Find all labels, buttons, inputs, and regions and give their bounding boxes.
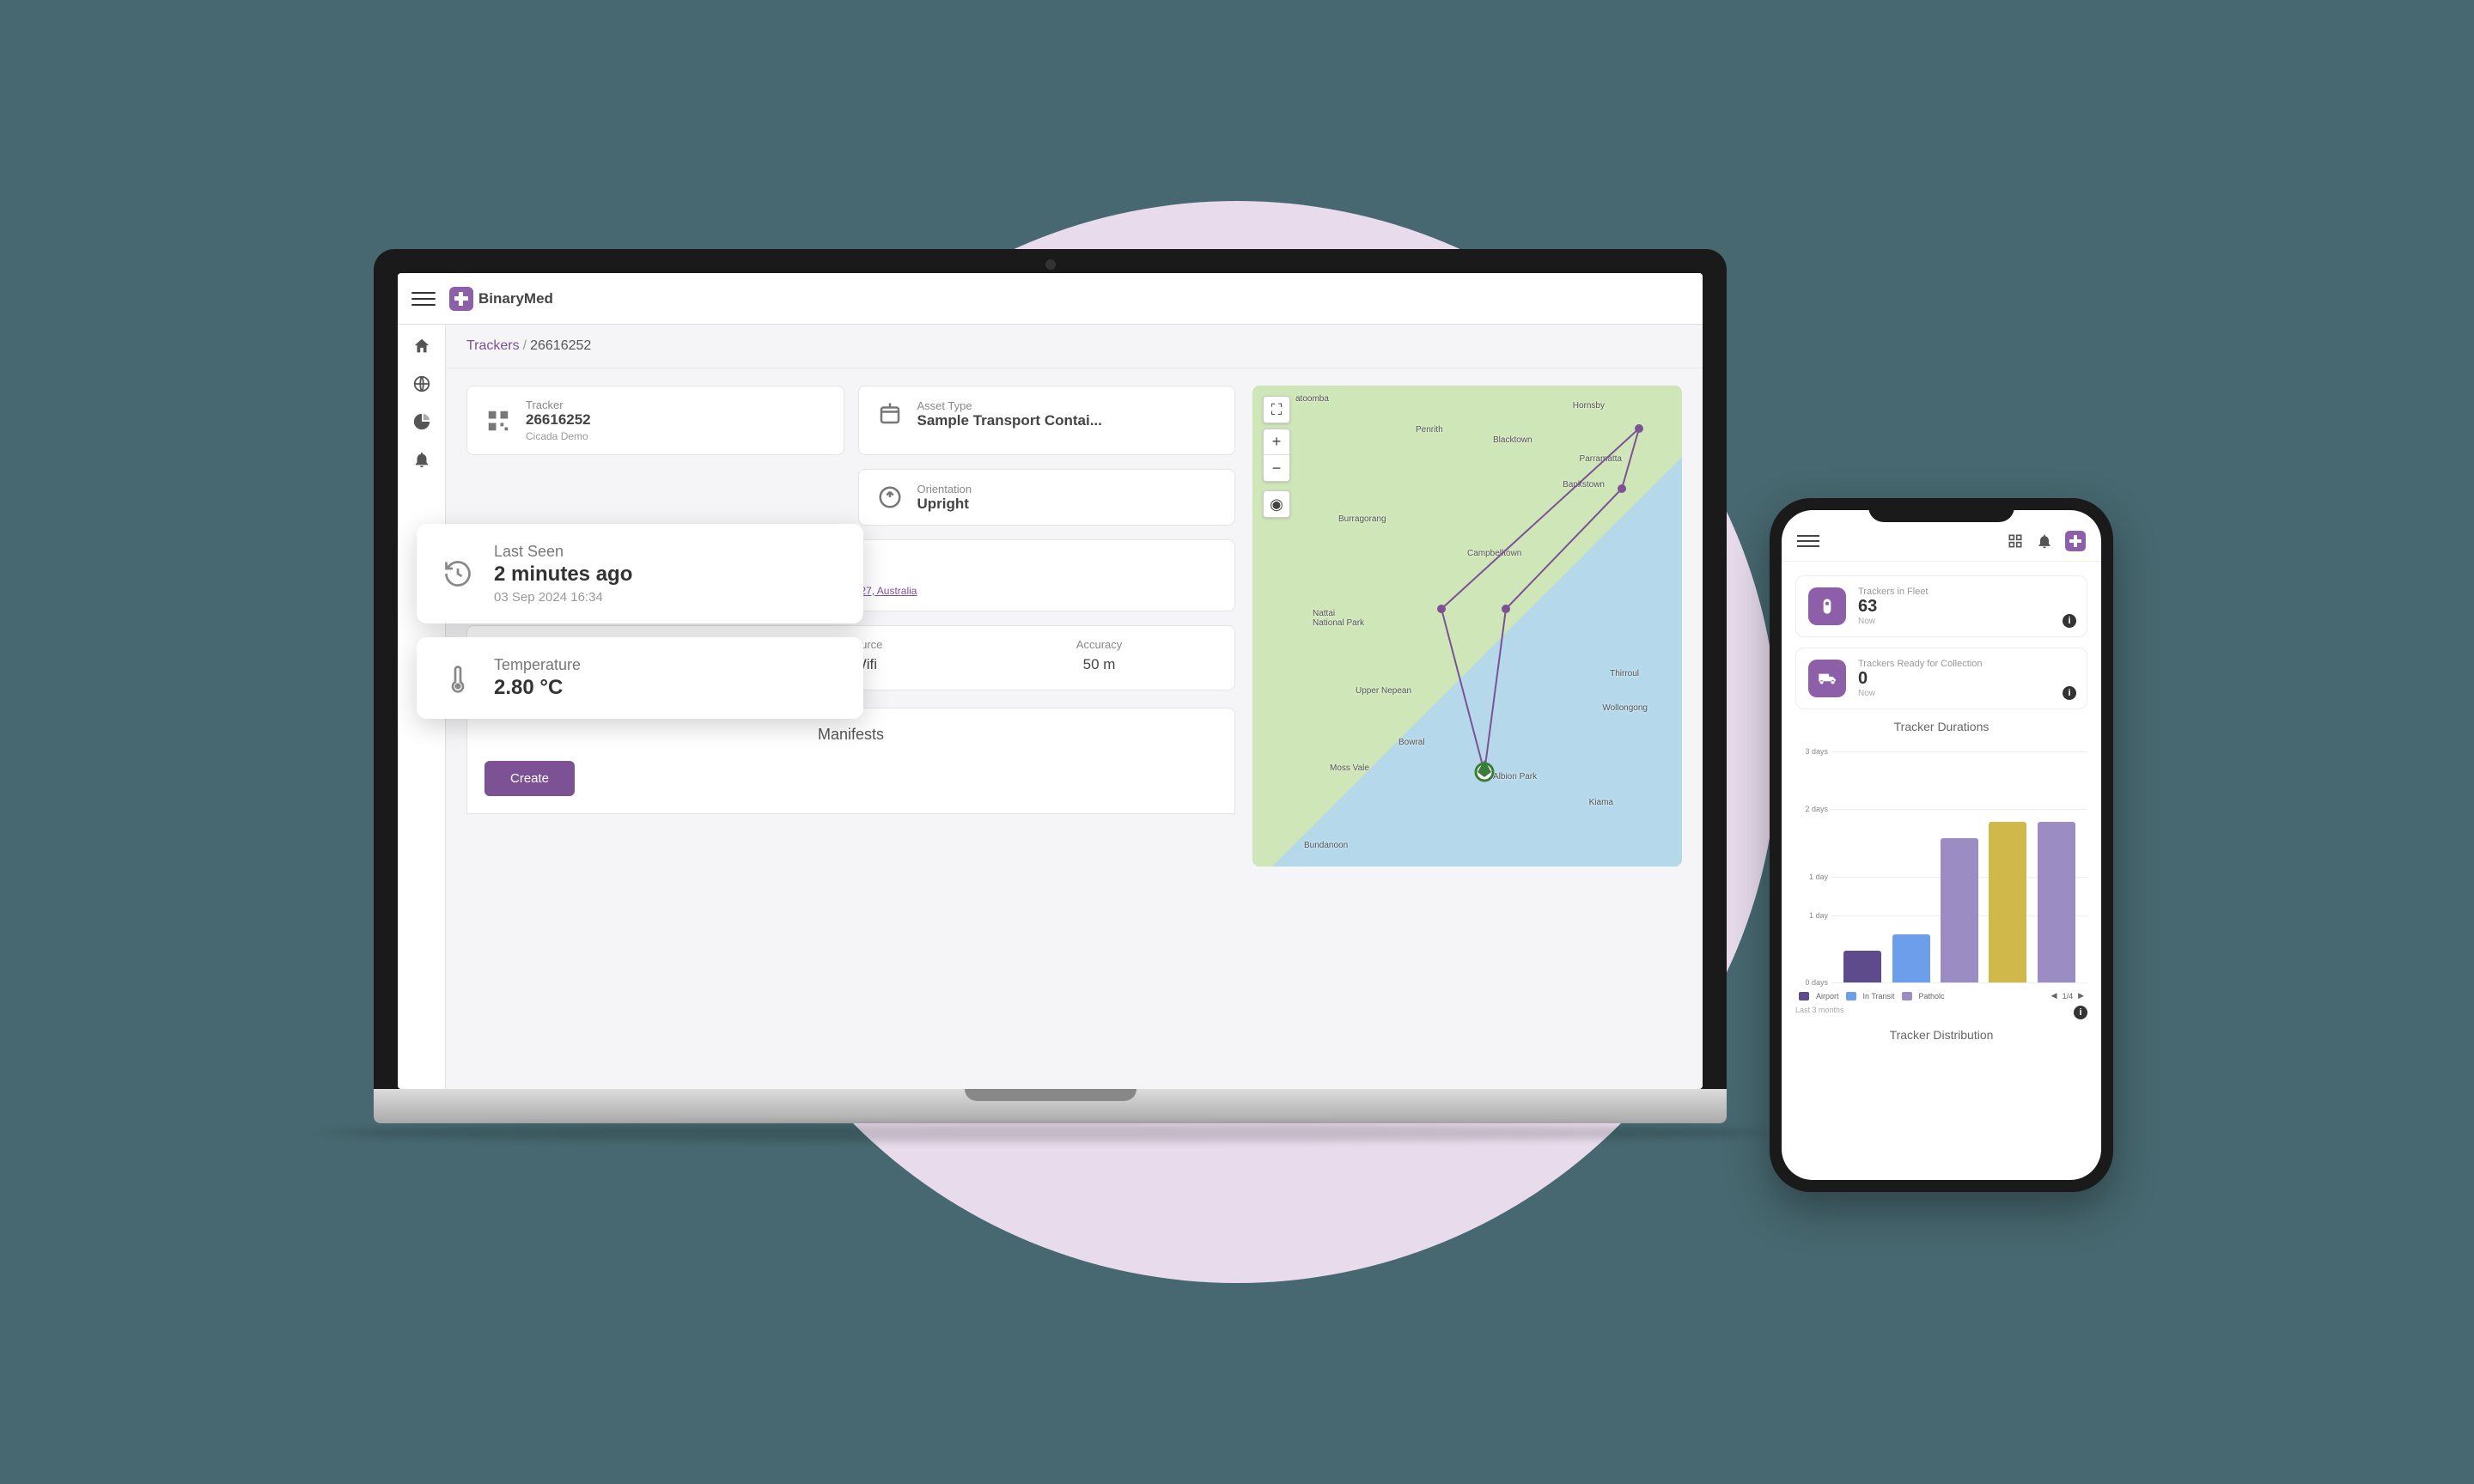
tracker-icon: [1808, 587, 1846, 625]
qr-icon: [483, 405, 514, 436]
info-icon[interactable]: i: [2074, 1006, 2087, 1019]
thermometer-icon: [439, 660, 477, 697]
durations-chart: Tracker Durations 0 days1 day1 day2 days…: [1795, 720, 2087, 1042]
fleet-card[interactable]: Trackers in Fleet 63 Now i: [1795, 575, 2087, 637]
container-icon: [874, 398, 905, 429]
map[interactable]: ⛶ +− ◉ Hornsby Blacktown Parramatta Bank…: [1252, 386, 1682, 867]
chart-icon[interactable]: [412, 412, 431, 431]
menu-button[interactable]: [411, 287, 436, 311]
orientation-card: Orientation Upright: [858, 469, 1236, 526]
phone-logo-icon[interactable]: .phone-logo-sm::before{width:14px;height…: [2065, 531, 2086, 551]
phone-mockup: .phone-logo-sm::before{width:14px;height…: [1770, 498, 2113, 1192]
create-button[interactable]: Create: [484, 761, 575, 796]
info-icon[interactable]: i: [2063, 686, 2076, 700]
temperature-card: Temperature 2.80 °C: [417, 637, 863, 719]
phone-menu-button[interactable]: [1797, 530, 1819, 552]
orientation-icon: [874, 482, 905, 513]
app-header: BinaryMed: [398, 273, 1703, 325]
asset-type-card: Asset Type Sample Transport Contai...: [858, 386, 1236, 455]
bell-icon[interactable]: [2036, 532, 2053, 550]
home-icon[interactable]: [412, 337, 431, 356]
breadcrumb-current: 26616252: [530, 338, 591, 353]
prev-icon[interactable]: ◀: [2051, 991, 2057, 1000]
globe-icon[interactable]: [412, 374, 431, 393]
manifests-panel: Manifests Create: [466, 708, 1235, 814]
truck-icon: [1808, 660, 1846, 697]
tracker-card: Tracker 26616252 Cicada Demo: [466, 386, 844, 455]
bell-icon[interactable]: [412, 450, 431, 469]
float-cards: Last Seen 2 minutes ago 03 Sep 2024 16:3…: [417, 524, 863, 719]
collection-card[interactable]: Trackers Ready for Collection 0 Now i: [1795, 648, 2087, 709]
last-seen-card: Last Seen 2 minutes ago 03 Sep 2024 16:3…: [417, 524, 863, 623]
breadcrumb: Trackers/26616252: [446, 325, 1703, 368]
next-icon[interactable]: ▶: [2078, 991, 2084, 1000]
app-logo[interactable]: BinaryMed: [449, 287, 553, 311]
info-icon[interactable]: i: [2063, 614, 2076, 628]
breadcrumb-root[interactable]: Trackers: [466, 338, 520, 353]
qr-icon[interactable]: [2007, 532, 2024, 550]
logo-text: BinaryMed: [478, 290, 553, 307]
history-icon: [439, 555, 477, 593]
